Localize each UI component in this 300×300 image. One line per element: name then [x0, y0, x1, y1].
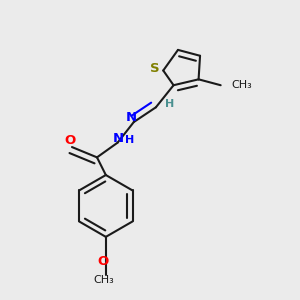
Text: S: S [150, 61, 160, 75]
Text: H: H [125, 135, 135, 145]
Text: CH₃: CH₃ [93, 275, 114, 285]
Text: N: N [113, 132, 124, 145]
Text: O: O [97, 255, 109, 268]
Text: CH₃: CH₃ [232, 80, 253, 90]
Text: H: H [165, 99, 175, 110]
Text: O: O [64, 134, 75, 147]
Text: N: N [125, 111, 136, 124]
